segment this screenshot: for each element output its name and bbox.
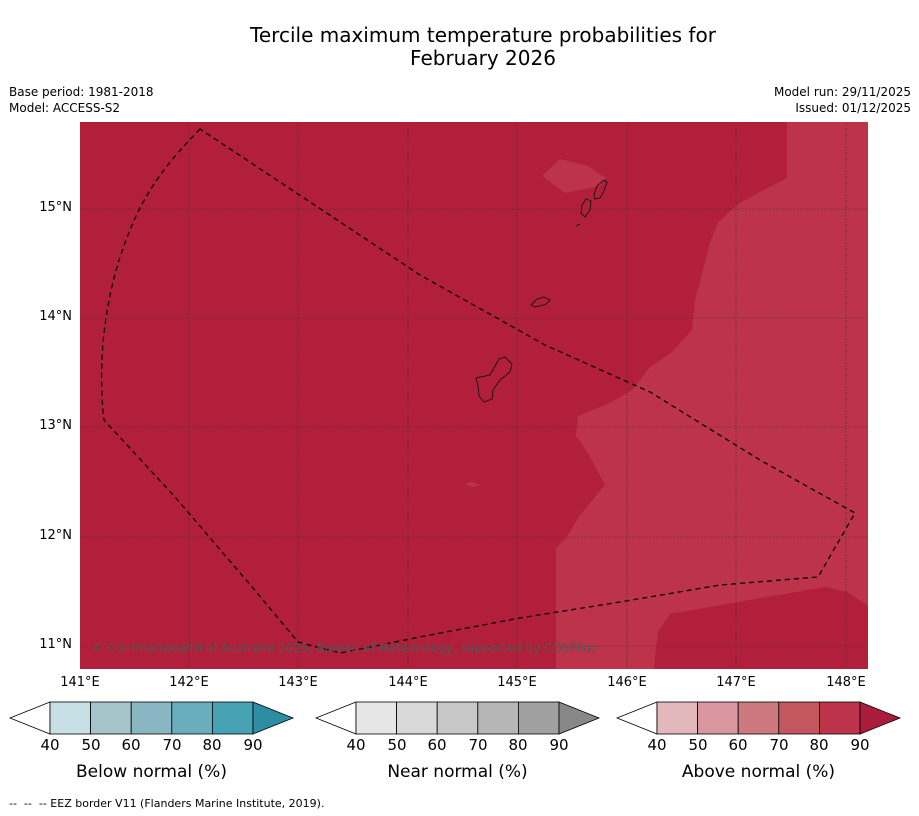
eez-footnote: -- -- -- EEZ border V11 (Flanders Marine… [9, 797, 325, 810]
lat-label-12n: 12°N [39, 528, 72, 543]
issued-text: Issued: 01/12/2025 [795, 101, 911, 115]
title-line-1: Tercile maximum temperature probabilitie… [250, 23, 716, 47]
island-rota [530, 296, 551, 308]
colorbar-above-normal [615, 701, 902, 735]
cb3-tick-90: 90 [850, 736, 870, 754]
cb2-tick-50: 50 [387, 736, 407, 754]
cb3-tick-40: 40 [647, 736, 667, 754]
probability-region-70-80 [556, 122, 868, 669]
colorbar-near-normal [314, 701, 601, 735]
cb1-tick-60: 60 [121, 736, 141, 754]
cb2-tick-70: 70 [468, 736, 488, 754]
lat-label-14n: 14°N [39, 309, 72, 324]
colorbar-below-normal [8, 701, 295, 735]
gridlines [80, 122, 868, 669]
cb1-tick-80: 80 [202, 736, 222, 754]
lon-label-145e: 145°E [497, 675, 537, 690]
lat-label-11n: 11°N [39, 637, 72, 652]
probability-patch [465, 482, 480, 487]
cb1-tick-40: 40 [40, 736, 60, 754]
cb3-title: Above normal (%) [681, 762, 836, 782]
cb2-tick-40: 40 [346, 736, 366, 754]
cb2-title: Near normal (%) [387, 762, 528, 782]
lon-label-148e: 148°E [826, 675, 866, 690]
cb3-tick-80: 80 [809, 736, 829, 754]
eez-border [100, 128, 856, 654]
cb3-tick-60: 60 [728, 736, 748, 754]
lat-label-15n: 15°N [39, 200, 72, 215]
base-period-text: Base period: 1981-2018 [9, 85, 154, 99]
cb1-tick-70: 70 [162, 736, 182, 754]
cb1-title: Below normal (%) [76, 762, 227, 782]
cb2-tick-80: 80 [508, 736, 528, 754]
lon-label-143e: 143°E [278, 675, 318, 690]
cb1-tick-90: 90 [243, 736, 263, 754]
probability-patch-bottom-right [654, 587, 868, 669]
island-guam [475, 356, 513, 403]
cb2-tick-90: 90 [549, 736, 569, 754]
lon-label-147e: 147°E [716, 675, 756, 690]
cb2-tick-60: 60 [427, 736, 447, 754]
cb1-tick-50: 50 [81, 736, 101, 754]
lon-label-146e: 146°E [607, 675, 647, 690]
model-text: Model: ACCESS-S2 [9, 101, 121, 115]
lon-label-142e: 142°E [169, 675, 209, 690]
title-line-2: February 2026 [410, 46, 556, 70]
cb3-tick-70: 70 [769, 736, 789, 754]
copyright-text: © Commonwealth of Australia 2025, Bureau… [92, 641, 598, 655]
probability-region-70-80-north [542, 159, 606, 193]
model-run-text: Model run: 29/11/2025 [773, 85, 911, 99]
lon-label-141e: 141°E [60, 675, 100, 690]
cb3-tick-50: 50 [688, 736, 708, 754]
islands [475, 179, 608, 403]
island-saipan [593, 179, 608, 200]
lat-label-13n: 13°N [39, 418, 72, 433]
island-aguijan [575, 223, 581, 227]
map-panel [80, 122, 868, 669]
lon-label-144e: 144°E [388, 675, 428, 690]
island-tinian [580, 198, 592, 218]
